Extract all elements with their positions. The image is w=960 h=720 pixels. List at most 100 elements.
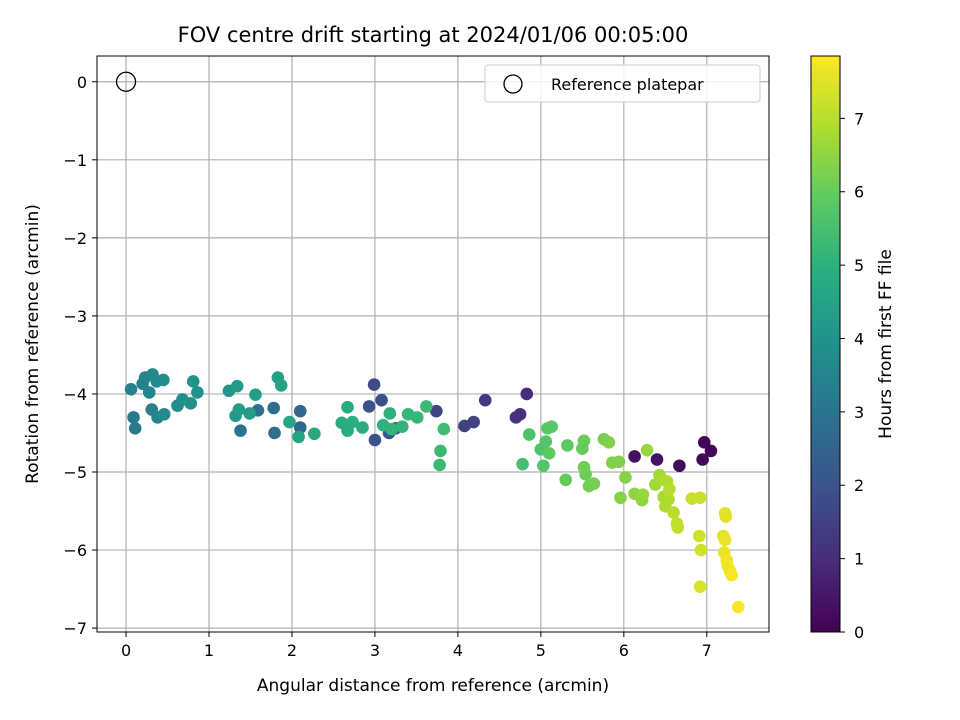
data-point [410, 411, 424, 424]
data-point [718, 533, 732, 547]
x-axis-label: Angular distance from reference (arcmin) [257, 676, 609, 696]
data-point [243, 407, 256, 420]
data-point [539, 435, 553, 448]
x-tick-label: 4 [453, 641, 463, 660]
data-point [124, 382, 138, 396]
data-point [191, 386, 204, 399]
data-point [602, 436, 616, 449]
data-point [434, 444, 447, 458]
data-point [127, 411, 140, 424]
data-point [640, 443, 654, 457]
colorbar-tick-label: 6 [854, 183, 864, 202]
colorbar-tick-label: 0 [854, 623, 864, 642]
data-point [662, 493, 675, 506]
colorbar-tick-label: 1 [854, 550, 864, 569]
data-point [693, 580, 707, 594]
data-point [732, 600, 745, 614]
colorbar-tick-label: 3 [854, 403, 864, 422]
data-point [509, 411, 523, 424]
data-point [612, 455, 626, 469]
data-point [542, 446, 556, 460]
x-tick-label: 0 [121, 641, 131, 660]
chart-title: FOV centre drift starting at 2024/01/06 … [178, 23, 689, 47]
colorbar-tick-label: 7 [854, 109, 864, 128]
data-point [142, 386, 156, 399]
data-point [267, 401, 281, 415]
x-tick-label: 2 [287, 641, 297, 660]
data-point [671, 521, 685, 534]
data-point [437, 422, 451, 436]
x-tick-label: 5 [536, 641, 546, 660]
axis-ticks: 0 1 2 3 4 5 6 7 0 −1 −2 −3 −4 −5 −6 −7 [63, 73, 711, 660]
data-point [704, 444, 718, 458]
legend-marker-open-circle-icon [503, 74, 523, 94]
colorbar-label: Hours from first FF file [876, 249, 896, 439]
data-point [157, 373, 170, 387]
y-tick-label: 0 [77, 73, 87, 92]
grid-lines [97, 56, 769, 632]
data-point [268, 426, 281, 440]
data-point [650, 453, 664, 466]
colorbar-ticks: 0 1 2 3 4 5 6 7 [840, 109, 864, 642]
data-point [230, 379, 244, 393]
data-point [693, 529, 706, 543]
data-point [587, 477, 601, 491]
data-point [516, 457, 529, 471]
data-point [522, 428, 536, 441]
data-point [559, 473, 573, 487]
legend-box [484, 64, 761, 103]
data-point [614, 491, 627, 505]
data-point [368, 433, 382, 447]
colorbar: 0 1 2 3 4 5 6 7 Hours from first FF file [810, 55, 896, 642]
plot-frame [96, 55, 770, 633]
data-point [433, 458, 446, 472]
reference-point-marker [115, 71, 137, 92]
data-point [341, 400, 354, 414]
data-point [396, 420, 409, 434]
data-point [292, 430, 305, 444]
data-point [537, 459, 550, 473]
y-tick-label: −7 [63, 619, 87, 638]
legend: Reference platepar [484, 64, 761, 103]
colorbar-tick-label: 4 [854, 329, 864, 348]
data-point [184, 397, 198, 410]
data-point [663, 482, 676, 496]
data-point [636, 488, 650, 501]
data-point [725, 568, 738, 582]
data-point [561, 439, 574, 452]
data-point [430, 404, 443, 418]
legend-entry-label: Reference platepar [551, 75, 704, 94]
data-point [283, 415, 296, 429]
data-point [186, 375, 200, 388]
data-point [628, 450, 641, 463]
data-point [293, 404, 307, 418]
y-tick-label: −4 [63, 385, 87, 404]
colorbar-gradient [810, 55, 841, 633]
data-point [697, 436, 711, 449]
data-point [383, 407, 397, 420]
x-tick-label: 1 [204, 641, 214, 660]
x-tick-label: 3 [370, 641, 380, 660]
data-point [696, 453, 709, 466]
data-point [619, 471, 632, 484]
data-point [367, 378, 381, 391]
data-point [232, 403, 246, 416]
data-point [520, 387, 534, 401]
data-point [274, 379, 288, 392]
data-point [694, 543, 708, 557]
data-point [673, 459, 686, 473]
data-point [579, 468, 592, 481]
data-point [157, 407, 171, 421]
colorbar-tick-label: 5 [854, 256, 864, 275]
y-tick-label: −3 [63, 307, 87, 326]
data-point [375, 393, 388, 407]
data-point [249, 388, 262, 402]
x-tick-label: 7 [702, 641, 712, 660]
data-point [667, 506, 680, 519]
data-point [385, 422, 398, 436]
data-point [308, 427, 321, 441]
data-point [362, 400, 376, 413]
data-point [693, 491, 707, 505]
data-point [478, 393, 492, 407]
